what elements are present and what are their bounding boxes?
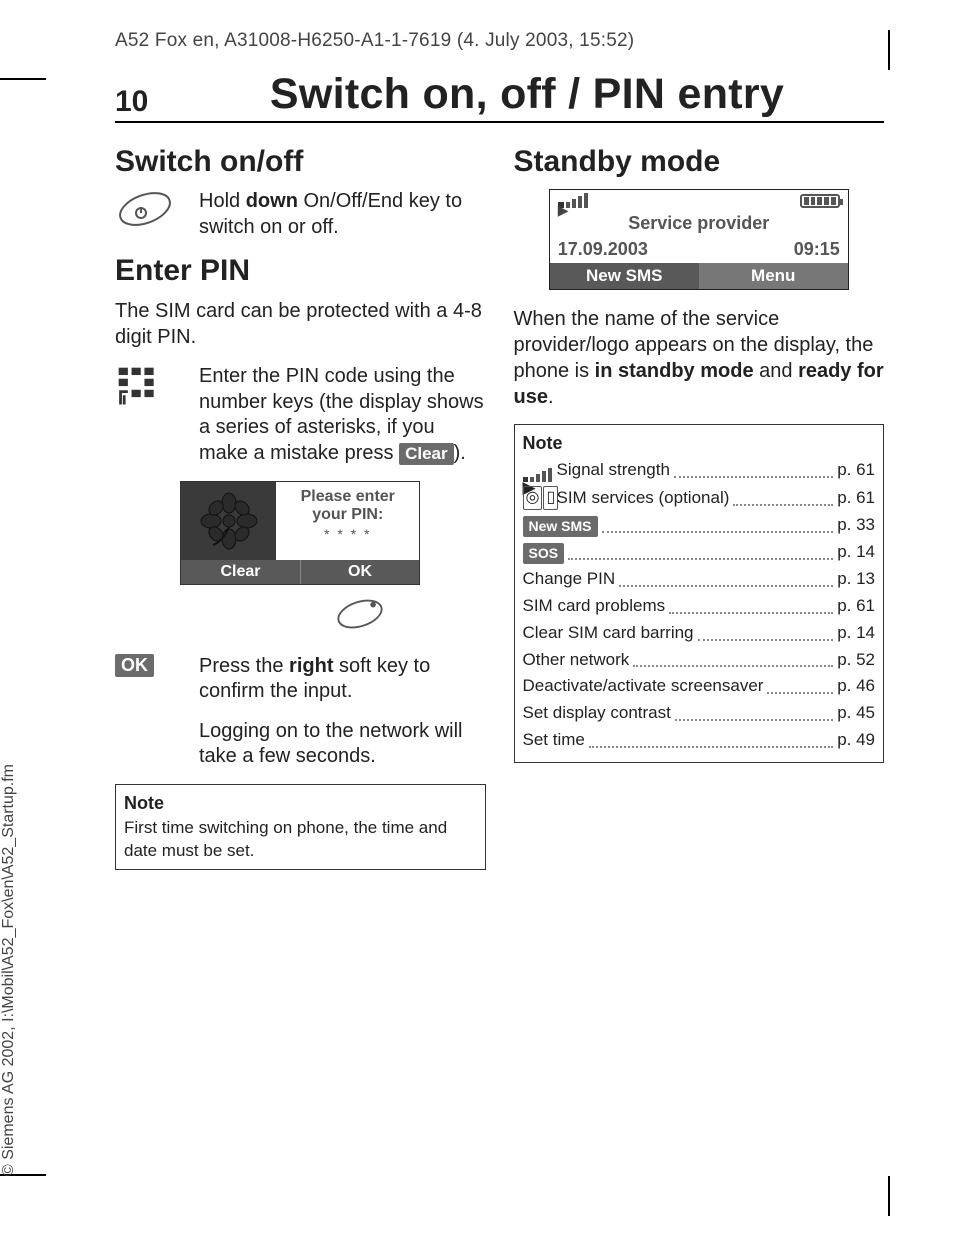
heading-enter-pin: Enter PIN bbox=[115, 254, 486, 288]
text: Hold bbox=[199, 190, 246, 212]
leader-dots bbox=[733, 504, 833, 506]
page-title: Switch on, off / PIN entry bbox=[170, 70, 884, 119]
note-list-item: Set display contrast p. 45 bbox=[523, 702, 876, 725]
note-item-page: p. 49 bbox=[837, 729, 875, 752]
keypad-icon bbox=[115, 364, 185, 466]
manual-page: A52 Fox en, A31008-H6250-A1-1-7619 (4. J… bbox=[0, 0, 954, 1246]
note-list-item: Deactivate/activate screensaver p. 46 bbox=[523, 675, 876, 698]
crop-mark bbox=[888, 30, 890, 70]
text: ). bbox=[454, 442, 466, 464]
note-item-label: SIM services (optional) bbox=[557, 487, 730, 510]
leader-dots bbox=[602, 531, 834, 533]
note-list-item: SIM card problems p. 61 bbox=[523, 595, 876, 618]
battery-icon bbox=[800, 194, 840, 208]
note-list-item: New SMS p. 33 bbox=[523, 514, 876, 537]
note-list-item: Set time p. 49 bbox=[523, 729, 876, 752]
ok-badge: OK bbox=[115, 654, 154, 678]
note-item-page: p. 61 bbox=[837, 487, 875, 510]
leader-dots bbox=[674, 476, 833, 478]
note-item-page: p. 61 bbox=[837, 459, 875, 482]
note-item-page: p. 13 bbox=[837, 568, 875, 591]
leader-dots bbox=[669, 612, 833, 614]
text: Press the bbox=[199, 655, 289, 677]
heading-standby: Standby mode bbox=[514, 145, 885, 179]
note-body: First time switching on phone, the time … bbox=[124, 817, 477, 863]
crop-mark bbox=[0, 78, 46, 80]
note-title: Note bbox=[523, 431, 876, 455]
softkey-pill: SOS bbox=[523, 543, 565, 564]
note-list-item: ◎▯ SIM services (optional) p. 61 bbox=[523, 486, 876, 510]
note-item-page: p. 14 bbox=[837, 541, 875, 564]
note-box-right: Note ▶ Signal strengthp. 61◎▯ SIM servic… bbox=[514, 424, 885, 763]
standby-screen: ▶ Service provider 17.09.2003 09:15 New … bbox=[549, 189, 849, 290]
note-item-label: Set display contrast bbox=[523, 702, 671, 725]
left-column: Switch on/off Hold down On/Off/End key t… bbox=[115, 145, 486, 870]
right-column: Standby mode ▶ Service provider 17.09.20… bbox=[514, 145, 885, 870]
note-list-item: ▶ Signal strength p. 61 bbox=[523, 459, 876, 482]
leader-dots bbox=[619, 585, 833, 587]
note-list-item: Change PIN p. 13 bbox=[523, 568, 876, 591]
leader-dots bbox=[589, 746, 833, 748]
text-bold: down bbox=[246, 190, 298, 212]
power-key-icon bbox=[115, 189, 185, 240]
note-list-item: SOS p. 14 bbox=[523, 541, 876, 564]
pin-masked: * * * * bbox=[282, 526, 413, 542]
logon-text: Logging on to the network will take a fe… bbox=[199, 719, 486, 770]
pin-prompt-line1: Please enter bbox=[282, 488, 413, 506]
text: and bbox=[754, 360, 798, 382]
text-bold: in standby mode bbox=[595, 360, 754, 382]
signal-icon: ▶ bbox=[523, 468, 557, 482]
softkey-clear[interactable]: Clear bbox=[181, 560, 300, 584]
note-item-label: Deactivate/activate screensaver bbox=[523, 675, 764, 698]
leader-dots bbox=[568, 558, 833, 560]
screen-logo-area bbox=[181, 482, 276, 560]
note-box-left: Note First time switching on phone, the … bbox=[115, 784, 486, 870]
copyright-footer: © Siemens AG 2002, I:\Mobil\A52_Fox\en\A… bbox=[0, 764, 18, 1176]
crop-mark bbox=[888, 1176, 890, 1216]
note-item-page: p. 52 bbox=[837, 649, 875, 672]
note-list-item: Other network p. 52 bbox=[523, 649, 876, 672]
note-item-label: SIM card problems bbox=[523, 595, 666, 618]
text: . bbox=[548, 386, 554, 408]
sim-icon: ◎▯ bbox=[523, 486, 557, 510]
pin-entry-screen: Please enter your PIN: * * * * Clear OK bbox=[180, 481, 420, 585]
standby-time: 09:15 bbox=[794, 239, 840, 260]
leader-dots bbox=[675, 719, 833, 721]
note-item-label: Set time bbox=[523, 729, 585, 752]
leader-dots bbox=[767, 692, 833, 694]
note-item-label: Other network bbox=[523, 649, 630, 672]
note-item-page: p. 14 bbox=[837, 622, 875, 645]
note-item-page: p. 61 bbox=[837, 595, 875, 618]
signal-icon: ▶ bbox=[558, 193, 588, 208]
leader-dots bbox=[633, 665, 833, 667]
heading-switch-on-off: Switch on/off bbox=[115, 145, 486, 179]
press-key-icon bbox=[235, 595, 486, 638]
ok-instruction: Press the right soft key to confirm the … bbox=[199, 654, 486, 705]
pin-prompt-line2: your PIN: bbox=[282, 506, 413, 524]
note-item-label: Change PIN bbox=[523, 568, 616, 591]
text-bold: right bbox=[289, 655, 333, 677]
note-item-label: Signal strength bbox=[557, 459, 670, 482]
running-header: A52 Fox en, A31008-H6250-A1-1-7619 (4. J… bbox=[115, 30, 884, 52]
softkey-new-sms[interactable]: New SMS bbox=[550, 263, 699, 289]
note-list-item: Clear SIM card barring p. 14 bbox=[523, 622, 876, 645]
note-item-page: p. 33 bbox=[837, 514, 875, 537]
softkey-ok[interactable]: OK bbox=[300, 560, 420, 584]
softkey-menu[interactable]: Menu bbox=[699, 263, 848, 289]
clear-badge: Clear bbox=[399, 443, 454, 465]
note-item-page: p. 46 bbox=[837, 675, 875, 698]
standby-date: 17.09.2003 bbox=[558, 239, 648, 260]
page-number: 10 bbox=[115, 85, 170, 119]
pin-intro: The SIM card can be protected with a 4-8… bbox=[115, 298, 486, 350]
service-provider: Service provider bbox=[550, 211, 848, 236]
softkey-pill: New SMS bbox=[523, 516, 598, 537]
note-title: Note bbox=[124, 791, 477, 815]
standby-description: When the name of the service provider/lo… bbox=[514, 306, 885, 410]
switch-on-off-text: Hold down On/Off/End key to switch on or… bbox=[199, 189, 486, 240]
note-item-label: Clear SIM card barring bbox=[523, 622, 694, 645]
leader-dots bbox=[698, 639, 834, 641]
note-item-page: p. 45 bbox=[837, 702, 875, 725]
pin-enter-text: Enter the PIN code using the number keys… bbox=[199, 364, 486, 466]
